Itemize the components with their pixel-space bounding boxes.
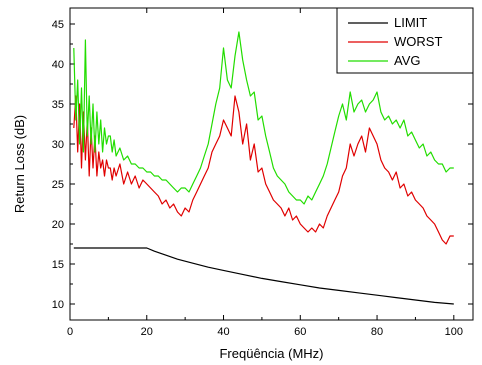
legend-box	[336, 7, 474, 74]
x-tick-label: 60	[294, 326, 306, 338]
x-axis-ticks: 0 20 40 60 80 100	[67, 8, 463, 338]
series-line-limit	[73, 247, 454, 305]
y-tick-label: 20	[52, 219, 64, 231]
y-tick-label: 40	[52, 59, 64, 71]
series-lines	[73, 31, 454, 305]
y-axis-title: Return Loss (dB)	[12, 115, 27, 213]
y-tick-label: 15	[52, 259, 64, 271]
x-tick-label: 100	[445, 326, 463, 338]
legend-label-worst: WORST	[394, 34, 442, 49]
x-tick-label: 40	[217, 326, 229, 338]
x-tick-label: 20	[141, 326, 153, 338]
x-axis-title: Freqüência (MHz)	[219, 346, 323, 361]
y-axis-ticks: 10 15 20 25 30 35 40 45	[52, 19, 473, 311]
x-tick-label: 0	[67, 326, 73, 338]
legend-label-avg: AVG	[394, 53, 421, 68]
y-tick-label: 45	[52, 19, 64, 31]
series-line-avg	[73, 31, 454, 205]
legend-label-limit: LIMIT	[394, 15, 427, 30]
legend: LIMIT WORST AVG	[336, 7, 474, 74]
y-tick-label: 30	[52, 139, 64, 151]
y-tick-label: 25	[52, 179, 64, 191]
x-tick-label: 80	[371, 326, 383, 338]
y-tick-label: 10	[52, 299, 64, 311]
y-tick-label: 35	[52, 99, 64, 111]
series-line-worst	[73, 95, 454, 245]
